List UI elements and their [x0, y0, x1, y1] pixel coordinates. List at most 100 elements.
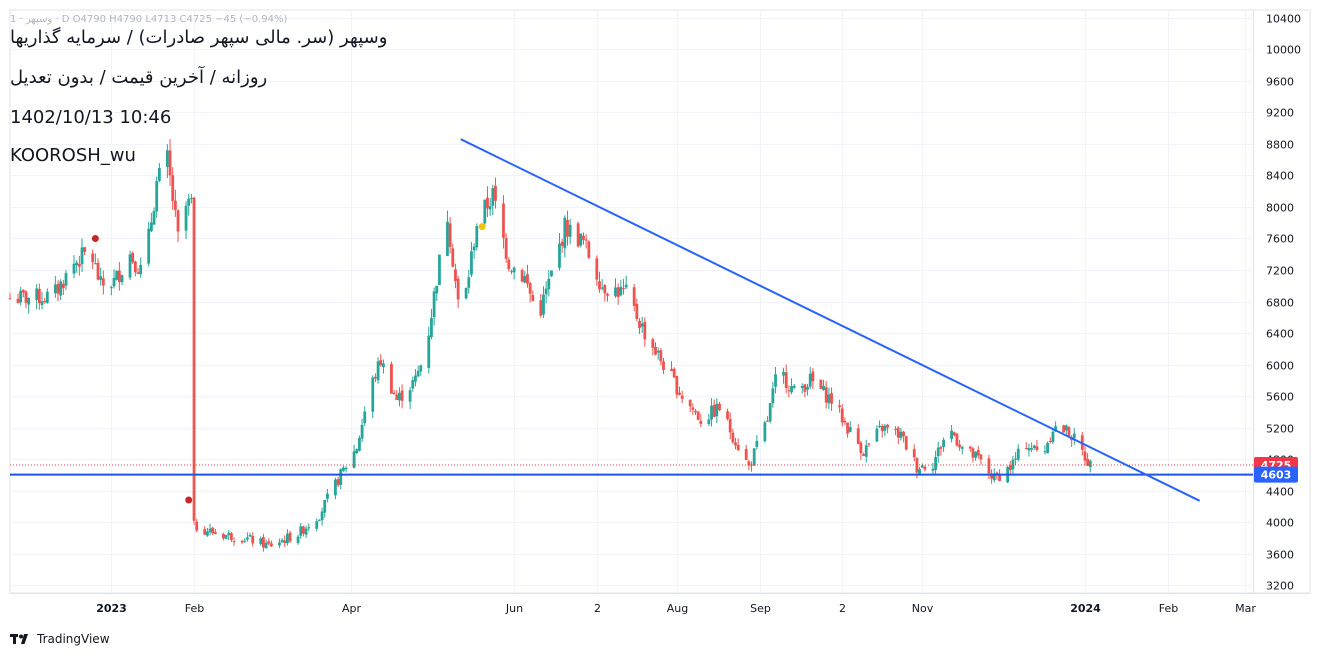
candle-body: [37, 288, 41, 304]
candle: [59, 279, 63, 301]
candle: [576, 221, 580, 248]
candle: [960, 445, 964, 455]
candle: [950, 425, 953, 443]
candle: [1064, 424, 1068, 435]
candle: [339, 468, 343, 490]
candle: [539, 293, 543, 318]
candle: [395, 390, 399, 401]
candle-body: [560, 241, 564, 246]
candle-body: [622, 288, 625, 290]
price-tick-label: 5200: [1266, 423, 1294, 436]
candle: [715, 398, 719, 424]
candle: [886, 423, 889, 434]
candle-body: [958, 444, 961, 448]
downtrend-line[interactable]: [460, 138, 1201, 502]
candle-body: [243, 540, 247, 542]
candle-body: [510, 271, 513, 273]
candle: [867, 442, 871, 448]
candle: [699, 413, 703, 428]
candle-body: [411, 380, 415, 389]
candle-body: [283, 540, 287, 544]
candle: [1088, 459, 1092, 473]
candle-body: [635, 303, 639, 320]
candle: [544, 281, 548, 304]
candle: [502, 195, 505, 249]
candle: [1027, 443, 1031, 457]
candle-body: [942, 439, 945, 447]
candle: [203, 526, 207, 535]
candle-body: [344, 467, 348, 470]
candle-body: [979, 454, 983, 460]
candle-body: [675, 375, 679, 395]
tradingview-logo-icon: [10, 633, 32, 645]
time-tick-label: Aug: [667, 602, 688, 615]
candle: [224, 534, 228, 540]
candle: [710, 398, 713, 427]
chart-frame: [9, 9, 1311, 594]
time-tick-label: Mar: [1235, 602, 1256, 615]
price-tick-label: 8000: [1266, 202, 1294, 215]
candle: [931, 462, 935, 475]
candle-body: [939, 447, 943, 449]
candle-body: [659, 350, 663, 362]
candle: [475, 223, 479, 251]
candle: [728, 412, 732, 440]
candle-body: [326, 493, 329, 499]
candle: [35, 284, 39, 310]
candle-body: [971, 448, 975, 458]
time-tick-label: Jun: [505, 602, 523, 615]
candle-body: [488, 206, 492, 210]
candle: [819, 379, 823, 390]
candle: [267, 538, 271, 546]
time-tick-label: Feb: [1159, 602, 1178, 615]
candle-body: [731, 432, 735, 443]
candle: [448, 217, 452, 254]
candle-body: [307, 527, 311, 529]
candle: [467, 269, 471, 294]
candle-body: [187, 198, 191, 206]
candle-body: [59, 281, 63, 296]
candle-body: [80, 247, 84, 265]
candle: [302, 525, 305, 537]
candle: [1030, 442, 1034, 453]
candle: [680, 390, 684, 404]
candle-body: [43, 301, 47, 303]
candle: [286, 529, 289, 546]
signal-marker: [91, 234, 99, 242]
candle: [19, 286, 23, 306]
time-tick-label: Sep: [750, 602, 771, 615]
candle: [974, 451, 977, 461]
candle: [830, 387, 833, 411]
time-axis[interactable]: 2023 Feb Apr Jun 2 Aug Sep 2 Nov 2024 Feb Mar: [96, 602, 1256, 615]
candle: [221, 532, 225, 541]
candle: [435, 285, 439, 301]
candle-body: [147, 228, 151, 264]
candle: [510, 269, 513, 275]
candle-body: [1086, 458, 1090, 466]
candle: [547, 270, 551, 297]
candle-body: [859, 442, 863, 454]
candle: [400, 384, 404, 409]
tradingview-label: TradingView: [37, 632, 110, 646]
candle: [654, 342, 657, 356]
price-tick-label: 6000: [1266, 360, 1294, 373]
candle-body: [878, 425, 881, 428]
candle: [520, 268, 524, 283]
candle: [152, 207, 156, 225]
tradingview-brand[interactable]: TradingView: [10, 632, 110, 646]
candle-body: [811, 371, 815, 382]
candle: [763, 420, 767, 443]
candle-body: [16, 298, 20, 303]
candle-body: [504, 237, 508, 259]
candle-body: [320, 511, 324, 521]
candle: [595, 255, 599, 286]
candle-body: [736, 444, 740, 451]
candle: [456, 275, 460, 308]
candle: [659, 348, 663, 366]
price-axis[interactable]: 3200360040004400480052005600600064006800…: [1266, 13, 1301, 593]
candle: [672, 367, 676, 379]
candlestick-series: [8, 139, 1092, 552]
candle-body: [920, 465, 924, 468]
candle: [678, 386, 681, 396]
